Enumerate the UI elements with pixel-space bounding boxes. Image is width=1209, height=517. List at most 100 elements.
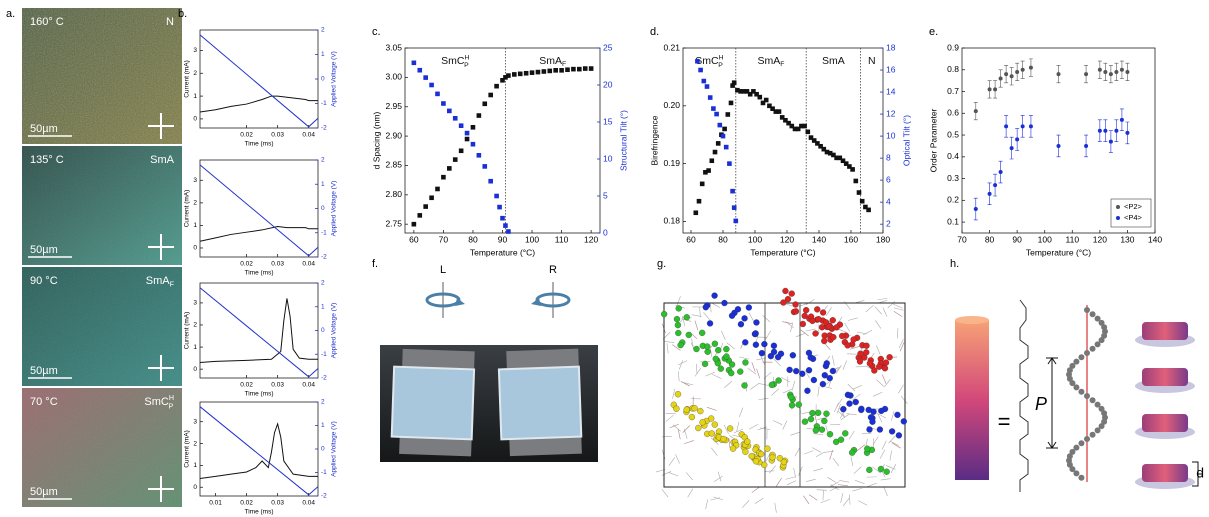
molecule [898,384,904,394]
data-point [866,207,871,213]
molecule [771,388,780,396]
molecule [687,488,694,498]
x-tick-label: 100 [748,234,762,244]
data-point [818,143,823,149]
data-point [693,210,699,216]
molecule [694,368,702,377]
spacing-bracket [1192,461,1202,487]
box-edges [764,303,801,487]
atom [799,320,806,328]
molecule [758,397,769,400]
scale-label: 50µm [30,244,58,256]
error-bar-caps [1028,58,1033,77]
molecule [790,431,801,436]
atom [683,406,690,413]
plot-frame [199,282,319,379]
atom [795,401,802,408]
helix-bead [1084,307,1090,313]
data-point [1097,128,1102,133]
y-tick-label: 0.5 [947,129,959,139]
atom [675,305,682,312]
molecule [887,301,896,309]
y-tick-label: 0 [193,116,197,123]
molecule [842,360,848,370]
error-bar-caps [1125,121,1130,145]
molecule [803,495,810,505]
panel-letter: c. [372,26,381,38]
atom [753,319,760,326]
y2-tick-label: 1 [321,422,325,429]
temperature-label: 160° C [30,16,64,28]
atom [723,353,730,360]
helix-bead [1084,436,1090,442]
data-point [783,117,788,123]
molecule [680,381,690,387]
molecule [756,368,761,379]
data-point [751,89,756,94]
rotation-label: R [549,264,557,276]
data-point [503,75,508,80]
atom [857,350,864,357]
y-tick-label: 0.18 [663,216,680,226]
data-point [827,150,833,156]
error-bar-caps [993,173,998,197]
atom [900,418,907,425]
molecule [846,413,857,416]
molecule [879,449,886,459]
atom [858,406,865,414]
molecule [739,356,749,360]
pitch-label: P [1035,394,1047,414]
atom [871,367,878,374]
data-point [993,87,998,92]
molecule [892,442,901,449]
molecule [721,330,726,341]
data-point [588,66,594,71]
x-tick-label: 100 [1038,234,1052,244]
y2-tick-label: -2 [321,493,327,500]
molecule [758,383,769,386]
molecule [827,476,837,483]
molecule [877,413,887,419]
data-point [452,157,458,162]
data-point [723,144,729,150]
atom [699,329,706,336]
data-point [715,141,721,146]
error-bar-caps [1028,115,1033,138]
phase-label: SmA [150,154,175,166]
molecule [812,447,822,453]
atom [846,400,853,407]
data-point [452,116,458,121]
y2-tick-label: 6 [886,174,891,184]
data-point [441,101,446,106]
data-point [712,149,718,155]
molecule [736,421,740,432]
data-point [1028,65,1033,70]
molecule [872,466,881,474]
x-tick-label: 120 [780,234,794,244]
series-line [199,34,319,128]
data-point [754,91,759,97]
series-line [199,226,318,242]
helix-bead [1078,388,1085,395]
data-point [429,195,434,201]
data-point [1056,72,1061,77]
atom [809,317,816,325]
error-bar-caps [1097,60,1102,79]
data-point [731,205,737,210]
molecular-structure [1019,299,1029,492]
data-point [792,126,798,132]
molecule [672,388,675,399]
phase-name: SmA [150,154,175,166]
phase-label: SmCH P [441,54,469,69]
molecule [748,312,754,322]
data-point [423,204,428,209]
y2-tick-label: 12 [886,108,896,118]
y2-tick-label: -2 [321,125,327,132]
atom [805,349,813,357]
data-point [435,91,440,97]
data-point [707,95,713,100]
y-tick-label: 0.9 [947,42,959,52]
error-bar-caps [1056,65,1061,84]
molecule [838,407,845,417]
molecule [782,420,788,430]
